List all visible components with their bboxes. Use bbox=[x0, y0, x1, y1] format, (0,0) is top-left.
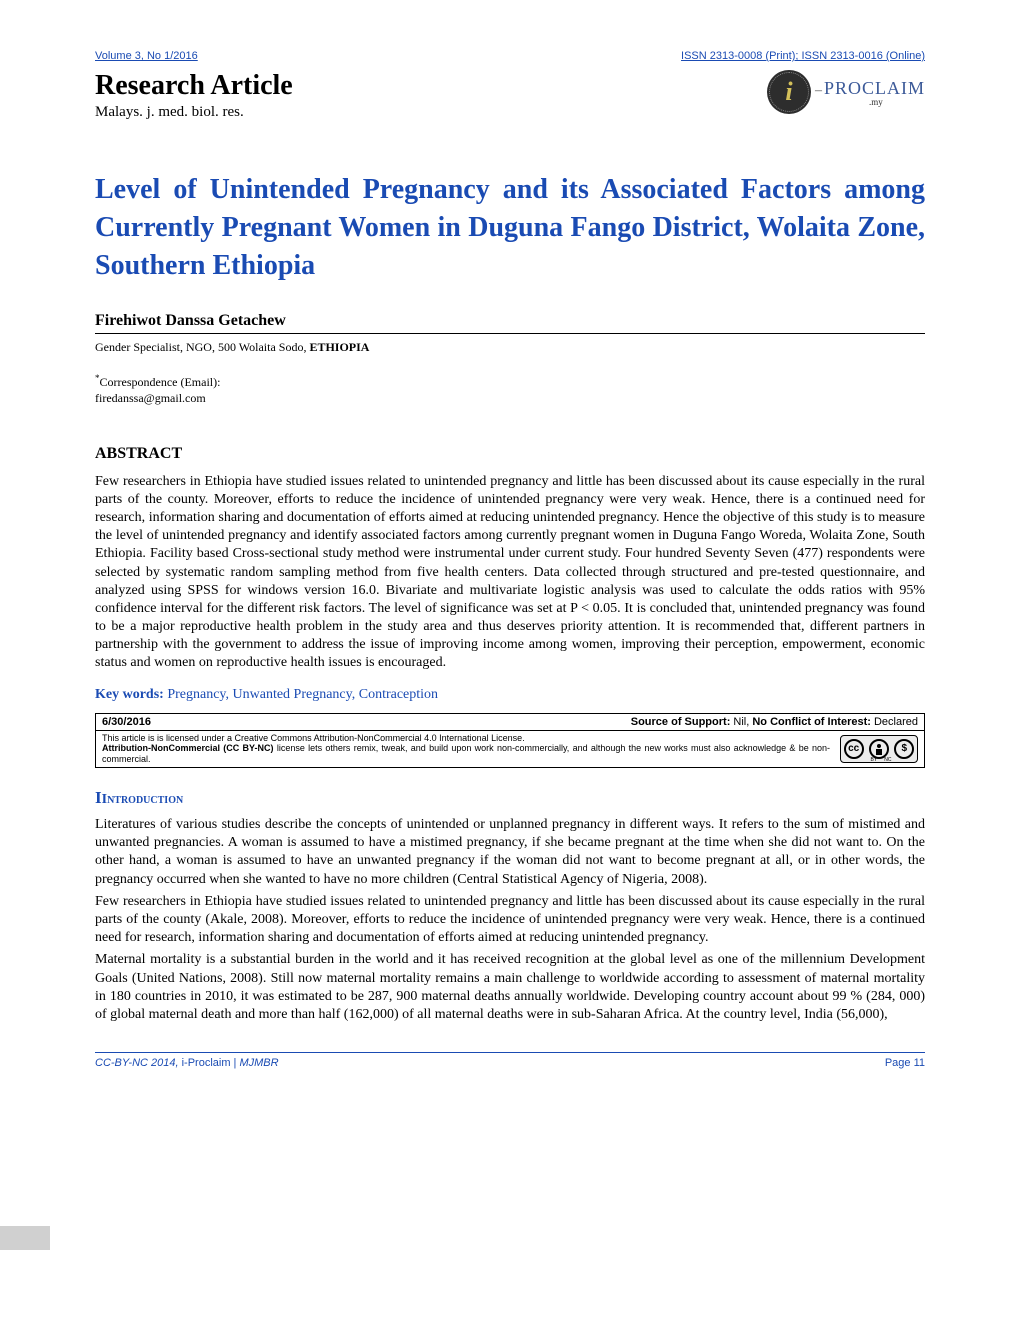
title-block-row: Research Article Malays. j. med. biol. r… bbox=[95, 70, 925, 121]
running-header: Volume 3, No 1/2016 ISSN 2313-0008 (Prin… bbox=[95, 50, 925, 62]
correspondence-email: firedanssa@gmail.com bbox=[95, 391, 206, 405]
license-line1: This article is is licensed under a Crea… bbox=[102, 733, 525, 743]
logo-text-wrap: –PROCLAIM .my bbox=[815, 78, 925, 107]
license-text: This article is is licensed under a Crea… bbox=[102, 733, 840, 765]
page-footer: CC-BY-NC 2014, i-Proclaim | MJMBR Page 1… bbox=[95, 1052, 925, 1069]
logo-brand: PROCLAIM bbox=[824, 78, 925, 98]
publisher-logo: i –PROCLAIM .my bbox=[767, 70, 925, 114]
logo-dash: – bbox=[815, 83, 822, 98]
support-value: Nil, bbox=[730, 716, 752, 728]
license-bold: Attribution-NonCommercial (CC BY-NC) bbox=[102, 743, 274, 753]
abstract-heading: ABSTRACT bbox=[95, 445, 925, 463]
intro-paragraph-2: Few researchers in Ethiopia have studied… bbox=[95, 893, 925, 948]
conflict-label: No Conflict of Interest: bbox=[752, 716, 871, 728]
cc-icon: cc bbox=[844, 739, 864, 759]
correspondence-label: Correspondence (Email): bbox=[100, 375, 221, 389]
logo-letter: i bbox=[785, 77, 792, 107]
intro-paragraph-1: Literatures of various studies describe … bbox=[95, 816, 925, 889]
footer-page-number: Page 11 bbox=[885, 1057, 925, 1069]
header-issn: ISSN 2313-0008 (Print); ISSN 2313-0016 (… bbox=[681, 50, 925, 62]
logo-circle-icon: i bbox=[767, 70, 811, 114]
intro-heading-text: Introduction bbox=[102, 792, 184, 807]
cc-by-nc-badge-icon: cc $ BYNC bbox=[840, 735, 918, 763]
keywords-line: Key words: Pregnancy, Unwanted Pregnancy… bbox=[95, 687, 925, 703]
metadata-box: 6/30/2016 Source of Support: Nil, No Con… bbox=[95, 713, 925, 768]
introduction-heading: IIntroduction bbox=[95, 788, 925, 808]
correspondence-block: *Correspondence (Email): firedanssa@gmai… bbox=[95, 373, 925, 406]
header-volume: Volume 3, No 1/2016 bbox=[95, 50, 198, 62]
journal-abbrev: Malays. j. med. biol. res. bbox=[95, 104, 293, 121]
footer-left: CC-BY-NC 2014, i-Proclaim | MJMBR bbox=[95, 1057, 279, 1069]
footer-publisher: i-Proclaim | bbox=[179, 1057, 240, 1069]
keywords-label: Key words: bbox=[95, 687, 164, 702]
metadata-bottom-row: This article is is licensed under a Crea… bbox=[96, 731, 924, 767]
article-type: Research Article bbox=[95, 70, 293, 102]
nc-icon: $ bbox=[894, 739, 914, 759]
author-name: Firehiwot Danssa Getachew bbox=[95, 312, 925, 330]
footer-license: CC-BY-NC 2014, bbox=[95, 1057, 179, 1069]
abstract-text: Few researchers in Ethiopia have studied… bbox=[95, 473, 925, 673]
publication-date: 6/30/2016 bbox=[102, 716, 151, 728]
footer-journal: MJMBR bbox=[239, 1057, 278, 1069]
intro-paragraph-3: Maternal mortality is a substantial burd… bbox=[95, 951, 925, 1024]
affiliation-text: Gender Specialist, NGO, 500 Wolaita Sodo… bbox=[95, 340, 309, 354]
by-icon bbox=[869, 739, 889, 759]
author-divider bbox=[95, 333, 925, 334]
article-title: Level of Unintended Pregnancy and its As… bbox=[95, 171, 925, 284]
affiliation-country: ETHIOPIA bbox=[309, 340, 369, 354]
article-type-block: Research Article Malays. j. med. biol. r… bbox=[95, 70, 293, 121]
cc-sub-labels: BYNC bbox=[841, 757, 917, 763]
support-label: Source of Support: bbox=[631, 716, 731, 728]
author-affiliation: Gender Specialist, NGO, 500 Wolaita Sodo… bbox=[95, 340, 925, 355]
metadata-top-row: 6/30/2016 Source of Support: Nil, No Con… bbox=[96, 714, 924, 731]
conflict-value: Declared bbox=[871, 716, 918, 728]
logo-suffix: .my bbox=[869, 97, 883, 107]
support-conflict: Source of Support: Nil, No Conflict of I… bbox=[631, 716, 918, 728]
keywords-list: Pregnancy, Unwanted Pregnancy, Contracep… bbox=[164, 687, 438, 702]
page-edge-shadow bbox=[0, 1226, 50, 1250]
